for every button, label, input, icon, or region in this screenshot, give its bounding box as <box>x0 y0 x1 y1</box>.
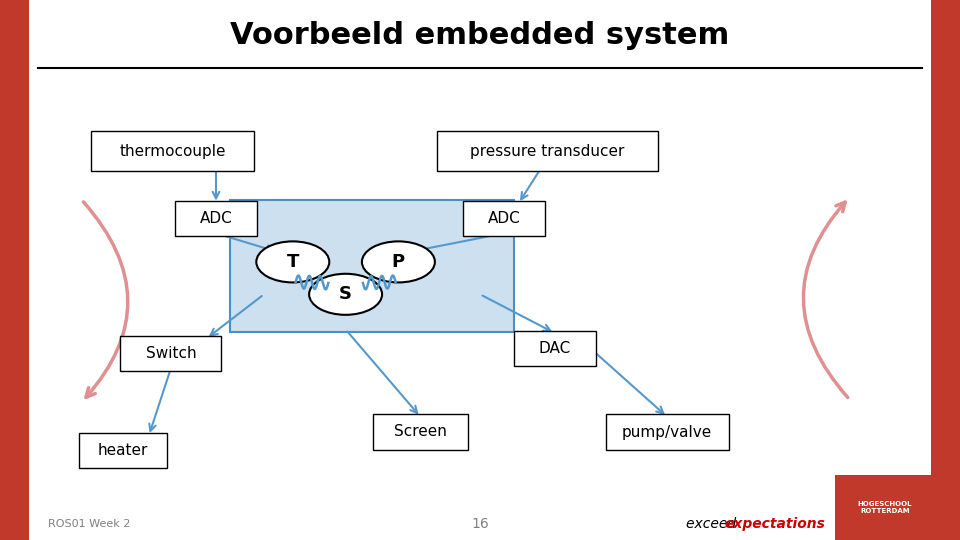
FancyBboxPatch shape <box>606 415 729 449</box>
Text: heater: heater <box>98 443 148 458</box>
Text: Switch: Switch <box>146 346 196 361</box>
FancyArrowPatch shape <box>84 202 128 397</box>
Circle shape <box>256 241 329 282</box>
Circle shape <box>309 274 382 315</box>
Text: Voorbeeld embedded system: Voorbeeld embedded system <box>230 21 730 50</box>
FancyBboxPatch shape <box>835 475 936 540</box>
Text: thermocouple: thermocouple <box>120 144 226 159</box>
Text: ADC: ADC <box>488 211 520 226</box>
FancyBboxPatch shape <box>175 201 256 237</box>
Text: Screen: Screen <box>394 424 447 440</box>
Text: pressure transducer: pressure transducer <box>470 144 624 159</box>
Text: T: T <box>287 253 299 271</box>
Text: expectations: expectations <box>725 517 826 531</box>
FancyBboxPatch shape <box>373 415 468 449</box>
FancyBboxPatch shape <box>437 131 658 172</box>
FancyBboxPatch shape <box>230 200 514 332</box>
FancyArrowPatch shape <box>804 202 848 397</box>
Text: DAC: DAC <box>539 341 571 356</box>
FancyBboxPatch shape <box>514 330 595 366</box>
FancyBboxPatch shape <box>79 433 167 468</box>
FancyBboxPatch shape <box>0 0 29 540</box>
Text: HOGESCHOOL
ROTTERDAM: HOGESCHOOL ROTTERDAM <box>858 501 912 514</box>
FancyBboxPatch shape <box>121 336 221 372</box>
FancyBboxPatch shape <box>464 201 544 237</box>
Text: 16: 16 <box>471 517 489 531</box>
Text: S: S <box>339 285 352 303</box>
Text: pump/valve: pump/valve <box>622 424 712 440</box>
Circle shape <box>362 241 435 282</box>
FancyBboxPatch shape <box>931 0 960 540</box>
Text: ROS01 Week 2: ROS01 Week 2 <box>48 519 131 529</box>
FancyBboxPatch shape <box>91 131 254 172</box>
Text: exceed: exceed <box>686 517 741 531</box>
Text: P: P <box>392 253 405 271</box>
Text: ADC: ADC <box>200 211 232 226</box>
